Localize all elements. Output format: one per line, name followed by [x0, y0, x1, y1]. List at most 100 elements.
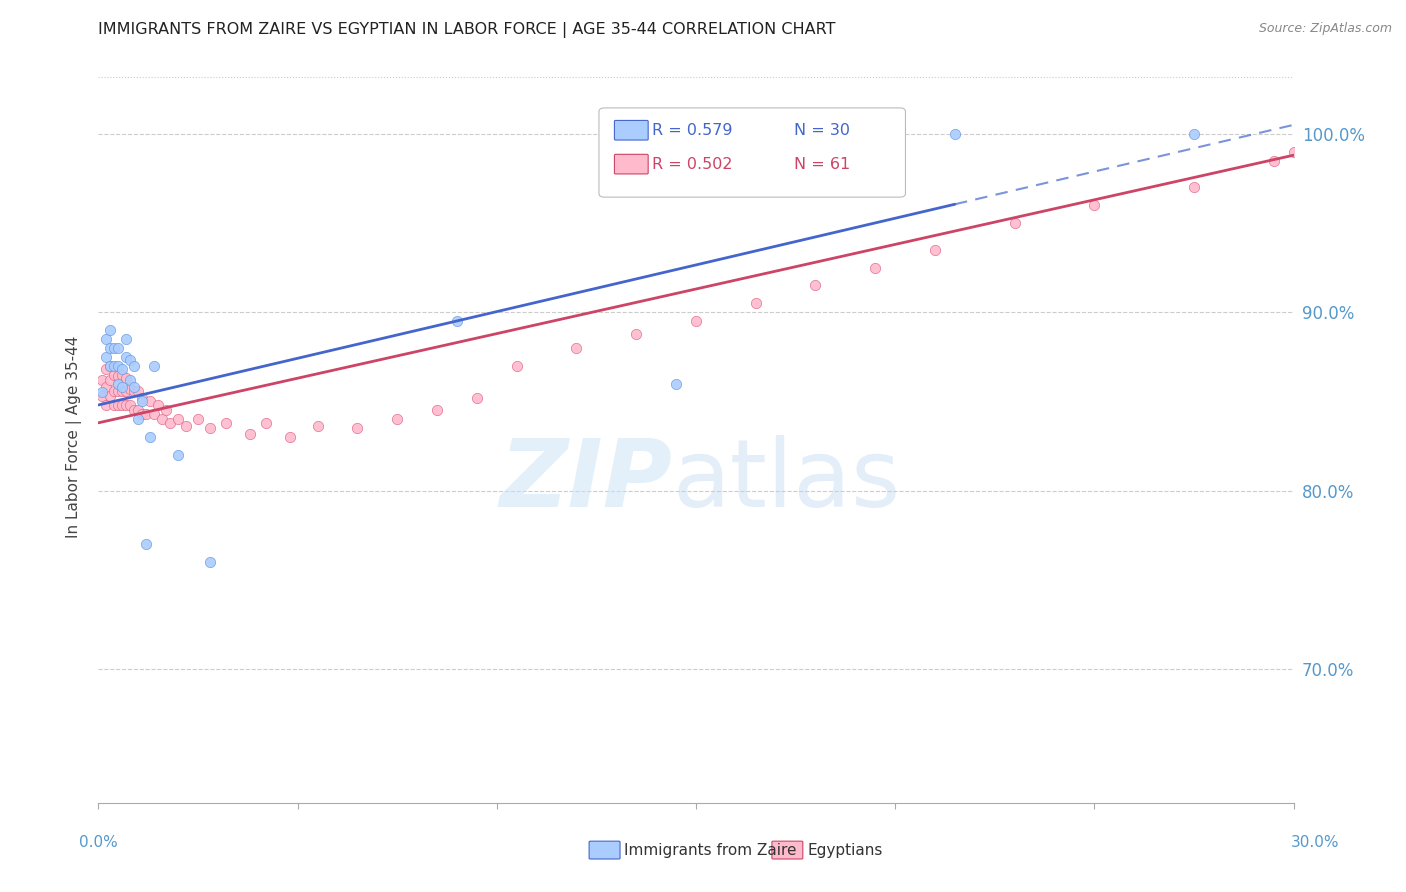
Point	[143, 359, 166, 373]
Point	[131, 394, 153, 409]
Point	[131, 391, 153, 405]
Point	[143, 407, 166, 421]
Point	[150, 412, 173, 426]
Point	[127, 384, 149, 398]
Point	[124, 359, 146, 373]
Point	[100, 359, 122, 373]
Point	[135, 407, 157, 421]
Text: IMMIGRANTS FROM ZAIRE VS EGYPTIAN IN LABOR FORCE | AGE 35-44 CORRELATION CHART: IMMIGRANTS FROM ZAIRE VS EGYPTIAN IN LAB…	[98, 22, 837, 38]
Point	[426, 403, 449, 417]
Point	[111, 362, 134, 376]
Point	[100, 359, 122, 373]
Point	[307, 419, 329, 434]
Point	[115, 350, 138, 364]
Text: N = 30: N = 30	[794, 123, 851, 137]
Point	[446, 314, 468, 328]
Point	[91, 389, 114, 403]
Point	[804, 278, 827, 293]
Point	[115, 371, 138, 385]
Point	[139, 430, 162, 444]
Point	[943, 127, 966, 141]
Point	[685, 314, 707, 328]
Point	[924, 243, 946, 257]
Point	[465, 391, 488, 405]
Point	[174, 419, 197, 434]
Point	[187, 412, 209, 426]
Text: N = 61: N = 61	[794, 157, 851, 171]
Text: 30.0%: 30.0%	[1291, 836, 1339, 850]
Point	[626, 326, 648, 341]
Text: Source: ZipAtlas.com: Source: ZipAtlas.com	[1258, 22, 1392, 36]
Point	[107, 359, 129, 373]
Y-axis label: In Labor Force | Age 35-44: In Labor Force | Age 35-44	[66, 336, 83, 538]
Point	[107, 369, 129, 384]
Point	[111, 384, 134, 398]
Point	[96, 350, 118, 364]
Point	[239, 426, 262, 441]
Point	[111, 380, 134, 394]
Point	[120, 373, 142, 387]
Point	[91, 373, 114, 387]
Point	[111, 398, 134, 412]
Point	[115, 398, 138, 412]
Point	[107, 398, 129, 412]
Point	[100, 323, 122, 337]
Point	[96, 332, 118, 346]
Point	[665, 376, 688, 391]
Point	[103, 368, 125, 382]
Point	[1263, 153, 1285, 168]
Point	[107, 384, 129, 398]
Point	[346, 421, 368, 435]
Point	[254, 416, 277, 430]
Point	[120, 353, 142, 368]
Point	[198, 555, 221, 569]
Point	[1182, 180, 1205, 194]
Point	[155, 403, 177, 417]
Point	[167, 448, 190, 462]
Text: R = 0.579: R = 0.579	[652, 123, 733, 137]
Point	[100, 341, 122, 355]
Point	[1004, 216, 1026, 230]
Point	[215, 416, 238, 430]
Text: R = 0.502: R = 0.502	[652, 157, 733, 171]
Point	[139, 394, 162, 409]
Point	[107, 341, 129, 355]
Point	[135, 537, 157, 551]
Point	[385, 412, 409, 426]
Point	[100, 373, 122, 387]
Point	[148, 398, 170, 412]
Text: ZIP: ZIP	[499, 435, 672, 527]
Point	[1182, 127, 1205, 141]
Text: atlas: atlas	[672, 435, 900, 527]
Point	[124, 403, 146, 417]
Point	[198, 421, 221, 435]
Point	[278, 430, 301, 444]
Point	[167, 412, 190, 426]
Point	[120, 382, 142, 396]
Point	[1282, 145, 1305, 159]
Point	[96, 398, 118, 412]
Point	[100, 389, 122, 403]
Point	[863, 260, 887, 275]
Point	[120, 398, 142, 412]
Text: 0.0%: 0.0%	[79, 836, 118, 850]
Point	[745, 296, 768, 310]
Point	[127, 412, 149, 426]
Point	[111, 368, 134, 382]
Point	[159, 416, 181, 430]
Point	[124, 380, 146, 394]
Point	[103, 384, 125, 398]
Point	[96, 380, 118, 394]
Point	[1083, 198, 1105, 212]
Point	[107, 376, 129, 391]
Point	[103, 359, 125, 373]
Point	[91, 385, 114, 400]
Point	[115, 384, 138, 398]
Point	[96, 362, 118, 376]
Text: Egyptians: Egyptians	[807, 843, 883, 857]
Point	[124, 384, 146, 398]
Point	[103, 398, 125, 412]
Point	[131, 407, 153, 421]
Point	[127, 403, 149, 417]
Point	[103, 341, 125, 355]
